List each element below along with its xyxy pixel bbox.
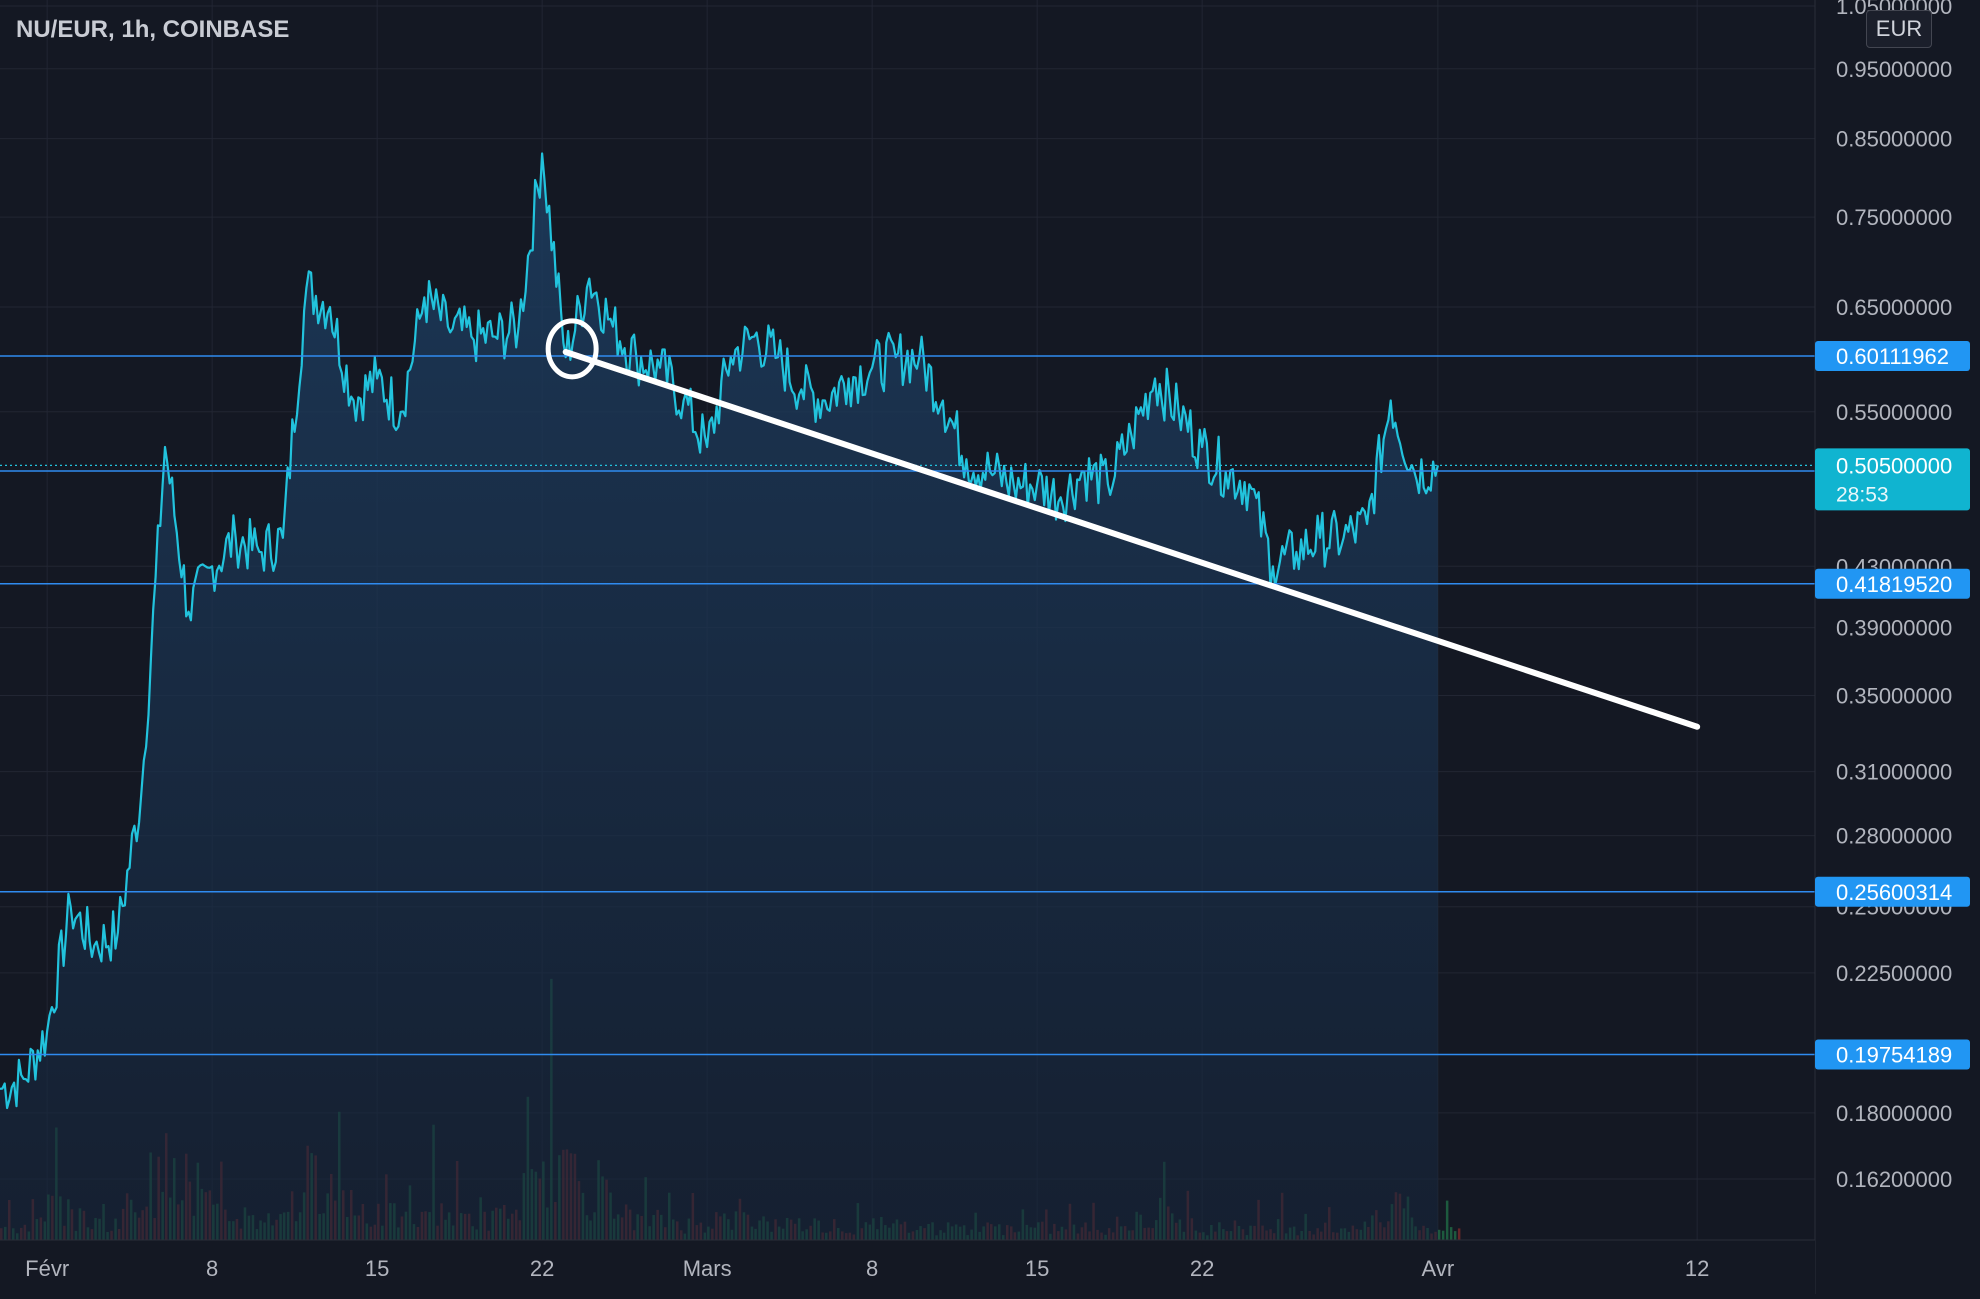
price-tick-label: 0.65000000 xyxy=(1836,295,1952,320)
price-tick-label: 0.22500000 xyxy=(1836,961,1952,986)
price-tick-label: 0.16200000 xyxy=(1836,1167,1952,1192)
time-tick-label: 22 xyxy=(530,1256,554,1281)
level-price-label-bg xyxy=(1815,341,1970,372)
volume-bar xyxy=(1437,1229,1441,1240)
time-axis[interactable]: Févr 8 15 22 Mars 8 15 22 Avr 12 xyxy=(0,1239,1815,1294)
chart-title: NU/EUR, 1h, COINBASE xyxy=(16,16,290,43)
price-tick-label: 0.28000000 xyxy=(1836,824,1952,849)
level-labels: 0.601119620.500519510.418195200.25600314… xyxy=(1815,341,1970,1070)
price-area xyxy=(0,152,1439,1240)
price-area-fill xyxy=(0,153,1438,1240)
trendline-group[interactable] xyxy=(545,318,1701,730)
level-price-label-bg xyxy=(1815,1039,1970,1070)
level-price-label: 0.41819520 xyxy=(1836,572,1952,597)
volume-bar xyxy=(1457,1228,1461,1240)
price-axis-background xyxy=(1815,0,1980,1294)
volume-bar xyxy=(1453,1231,1457,1240)
trendline[interactable] xyxy=(562,348,1701,730)
level-price-label-bg xyxy=(1815,568,1970,599)
level-price-label: 0.60111962 xyxy=(1836,344,1949,369)
time-tick-label: 15 xyxy=(1025,1256,1049,1281)
time-tick-label: 15 xyxy=(365,1256,389,1281)
time-axis-background xyxy=(0,1240,1815,1294)
price-axis[interactable]: 1.050000000.950000000.850000000.75000000… xyxy=(1814,0,1980,1294)
marker-circle[interactable] xyxy=(545,318,599,380)
level-price-label: 0.25600314 xyxy=(1836,880,1952,905)
level-price-label: 0.19754189 xyxy=(1836,1043,1952,1068)
time-tick-label: Mars xyxy=(683,1256,732,1281)
price-tick-label: 0.75000000 xyxy=(1836,205,1952,230)
price-tick-label: 0.39000000 xyxy=(1836,616,1952,641)
level-price-label-bg xyxy=(1815,876,1970,907)
price-line xyxy=(0,152,1439,1110)
volume-bar xyxy=(1441,1230,1445,1240)
currency-button[interactable]: EUR xyxy=(1866,10,1932,48)
price-tick-label: 0.55000000 xyxy=(1836,400,1952,425)
price-tick-label: 0.85000000 xyxy=(1836,127,1952,152)
price-tick-label: 0.95000000 xyxy=(1836,57,1952,82)
time-tick-label: Avr xyxy=(1422,1256,1455,1281)
time-tick-label: 8 xyxy=(206,1256,218,1281)
price-tick-label: 0.31000000 xyxy=(1836,760,1952,785)
time-tick-label: Févr xyxy=(25,1256,69,1281)
current-price-label: 0.50500000 xyxy=(1836,453,1952,478)
countdown-label: 28:53 xyxy=(1836,483,1889,506)
volume-bar xyxy=(1445,1200,1449,1240)
time-tick-label: 8 xyxy=(866,1256,878,1281)
price-tick-label: 0.18000000 xyxy=(1836,1101,1952,1126)
price-tick-label: 0.35000000 xyxy=(1836,684,1952,709)
time-tick-label: 12 xyxy=(1685,1256,1709,1281)
volume-bar xyxy=(1449,1227,1453,1240)
current-price-label-bg xyxy=(1815,448,1970,511)
horizontal-levels[interactable] xyxy=(0,355,1815,1056)
time-tick-label: 22 xyxy=(1190,1256,1214,1281)
